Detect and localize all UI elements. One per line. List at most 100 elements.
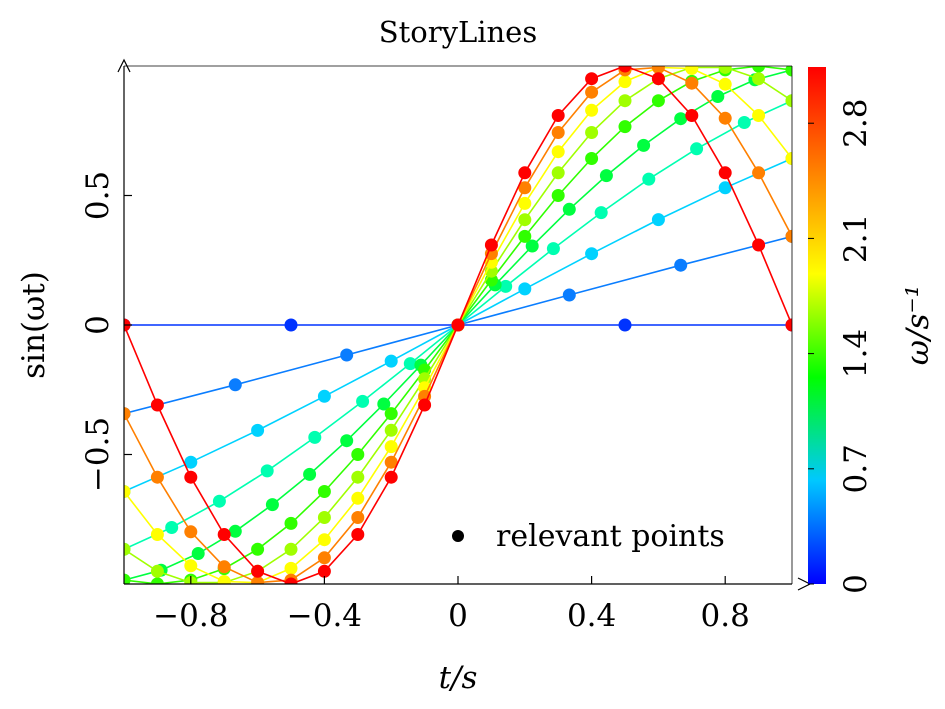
legend-marker (452, 530, 464, 542)
series-3-point (499, 279, 513, 293)
series-7-point (685, 66, 699, 75)
series-4-point (637, 138, 651, 152)
series-4-point (377, 397, 391, 411)
series-5-point (124, 573, 131, 584)
series-2-point (384, 354, 398, 368)
series-7-point (384, 440, 398, 454)
x-tick-label: 0.4 (567, 598, 616, 634)
x-tick-label: 0 (448, 598, 468, 634)
series-5-point (551, 189, 565, 202)
series-8-point (551, 126, 565, 139)
series-5-point (752, 66, 766, 73)
colorbar-ticks: 0 0.7 1.4 2.1 2.8 (808, 99, 874, 594)
series-8-point (351, 511, 365, 524)
series-3-point (356, 394, 370, 408)
series-0-point (618, 318, 632, 332)
series-3-point (546, 242, 560, 256)
series-0-point (284, 318, 298, 332)
y-ticks: −0.5 0 0.5 (80, 171, 132, 492)
series-5-point (351, 448, 365, 461)
series-6-point (752, 72, 766, 86)
series-9-point (451, 318, 465, 332)
series-9-point (518, 166, 532, 180)
series-6-point (150, 564, 164, 578)
colorbar-tick-label: 1.4 (838, 329, 874, 378)
series-7 (124, 66, 792, 584)
series-9-point (217, 528, 231, 541)
colorbar-label: ω/s⁻¹ (900, 285, 936, 365)
series-8-point (384, 455, 398, 469)
series-3-point (308, 430, 322, 444)
series-2-point (251, 423, 265, 437)
series-9-point (685, 109, 699, 122)
colorbar: 0 0.7 1.4 2.1 2.8 ω/s⁻¹ (808, 67, 936, 594)
series-5-point (251, 542, 265, 556)
x-tick-label: −0.8 (153, 598, 228, 634)
series-9-point (351, 528, 365, 541)
series-9-point (585, 72, 599, 86)
series-6-point (351, 470, 365, 484)
series-2-point (317, 389, 331, 403)
series-9-point (384, 470, 398, 484)
series-8-point (585, 85, 599, 99)
series-4-point (562, 202, 576, 216)
colorbar-tick-label: 0 (838, 574, 874, 594)
series-4-point (340, 434, 354, 448)
y-tick-label: −0.5 (80, 417, 116, 492)
colorbar-tick-label: 0.7 (838, 444, 874, 493)
series-8-point (124, 407, 131, 421)
series-8-point (651, 66, 665, 74)
series-9-point (284, 577, 298, 584)
series-7-point (124, 485, 131, 498)
series-4-point (228, 524, 242, 538)
y-tick-label: 0.5 (80, 171, 116, 220)
series-1-point (674, 258, 688, 272)
series-layer (124, 66, 792, 584)
series-4-point (525, 239, 539, 253)
series-3-point (260, 464, 274, 478)
series-3-point (690, 142, 704, 156)
legend-label: relevant points (496, 519, 725, 554)
series-5-point (785, 66, 792, 77)
series-9 (124, 66, 792, 584)
series-1-point (340, 348, 354, 362)
series-8-point (251, 576, 265, 584)
series-2-point (184, 455, 198, 469)
colorbar-tick-label: 2.8 (838, 99, 874, 148)
series-4-point (711, 90, 725, 103)
series-8-point (752, 166, 766, 180)
series-7-point (752, 109, 766, 122)
series-9-point (184, 470, 198, 484)
series-5-point (284, 516, 298, 530)
series-8-point (785, 229, 792, 243)
series-5-point (618, 120, 632, 134)
series-6-point (785, 94, 792, 108)
series-9-point (718, 166, 732, 180)
x-tick-label: 0.8 (701, 598, 750, 634)
series-6-point (718, 66, 732, 74)
series-3-point (594, 206, 608, 220)
series-7-point (785, 152, 792, 165)
x-tick-label: −0.4 (287, 598, 362, 634)
series-2-point (518, 282, 532, 296)
series-1-point (228, 378, 242, 392)
series-7-point (284, 561, 298, 575)
series-7-point (184, 559, 198, 573)
series-4-point (599, 169, 613, 183)
series-2-point (718, 181, 732, 195)
series-5-point (150, 577, 164, 584)
series-6-point (284, 542, 298, 556)
series-4-point (674, 112, 688, 126)
series-5-point (317, 485, 331, 498)
series-2-point (585, 247, 599, 261)
series-9-point (651, 72, 665, 86)
y-axis-arrow (117, 58, 131, 73)
series-7-point (585, 103, 599, 117)
series-5-point (585, 152, 599, 165)
series-7-point (518, 196, 532, 210)
y-axis-label: sin(ωt) (16, 271, 52, 379)
series-7-point (551, 145, 565, 159)
series-7-point (150, 528, 164, 541)
series-6-point (585, 126, 599, 139)
